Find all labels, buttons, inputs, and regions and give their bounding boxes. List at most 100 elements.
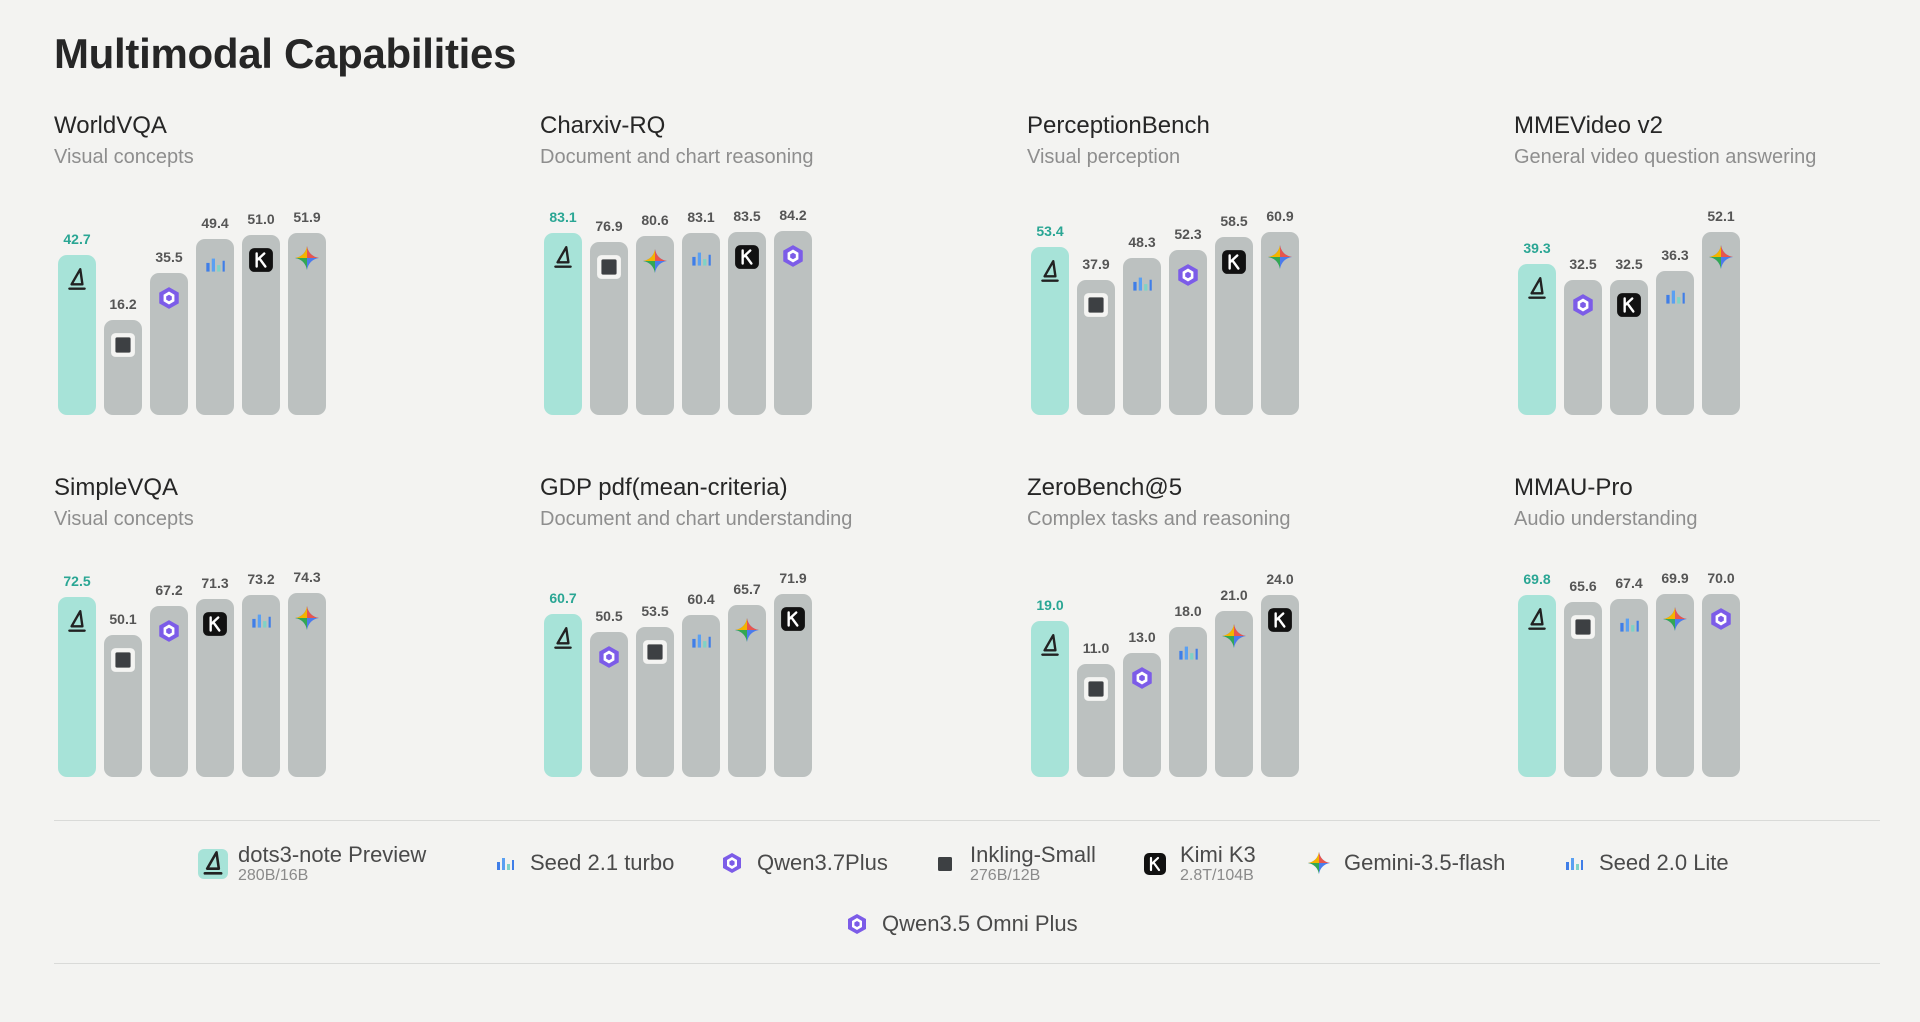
legend-label: Gemini-3.5-flash — [1344, 850, 1506, 875]
bar-value-label: 49.4 — [201, 214, 229, 231]
bar-value-label: 71.3 — [201, 574, 229, 591]
bar-value-label: 52.3 — [1174, 225, 1202, 242]
chart-bar — [1031, 247, 1069, 415]
seed-bars-icon — [1559, 848, 1589, 878]
chart-title: ZeroBench@5 — [1027, 474, 1183, 501]
seed-bars-icon — [1614, 609, 1644, 639]
bar-value-label: 71.9 — [779, 570, 807, 587]
seed-bars-icon — [246, 605, 276, 635]
square-icon — [108, 645, 138, 675]
gemini-sparkle-icon — [292, 243, 322, 273]
bar-value-label: 18.0 — [1174, 602, 1202, 619]
bar-value-label: 32.5 — [1569, 256, 1597, 273]
bar-value-label: 73.2 — [247, 571, 275, 588]
bar-value-label: 67.4 — [1615, 575, 1643, 592]
dots-sail-icon — [62, 607, 92, 637]
dots-sail-icon — [548, 243, 578, 273]
bar-value-label: 36.3 — [1661, 246, 1689, 263]
bar-value-label: 52.1 — [1707, 208, 1735, 225]
bar-value-label: 83.1 — [687, 208, 715, 225]
bar-value-label: 80.6 — [641, 212, 669, 229]
gemini-sparkle-icon — [1660, 604, 1690, 634]
legend-label: Kimi K3 — [1180, 842, 1256, 867]
bar-value-label: 69.9 — [1661, 570, 1689, 587]
chart-bar — [58, 255, 96, 415]
bar-value-label: 50.5 — [595, 608, 623, 625]
bar-value-label: 21.0 — [1220, 586, 1248, 603]
kimi-k-icon — [246, 245, 276, 275]
chart-panel: Charxiv-RQ Document and chart reasoning 83… — [540, 112, 980, 442]
gemini-sparkle-icon — [1706, 242, 1736, 272]
kimi-k-icon — [200, 609, 230, 639]
bar-value-label: 37.9 — [1082, 256, 1110, 273]
gemini-sparkle-icon — [292, 603, 322, 633]
chart-panel: WorldVQA Visual concepts 42.7 16.2 35.5 49… — [54, 112, 494, 442]
chart-subtitle: Visual perception — [1027, 146, 1181, 168]
legend-item: Kimi K3 2.8T/104B — [1140, 843, 1256, 885]
kimi-k-icon — [732, 242, 762, 272]
chart-subtitle: General video question answering — [1514, 146, 1817, 168]
legend-sublabel: 280B/16B — [238, 867, 309, 884]
legend-label: dots3-note Preview — [238, 842, 427, 867]
seed-bars-icon — [686, 625, 716, 655]
chart-bar — [1031, 621, 1069, 777]
bar-value-label: 16.2 — [109, 296, 137, 313]
kimi-k-icon — [1219, 247, 1249, 277]
chart-bar — [1518, 263, 1556, 415]
chart-panel: GDP pdf(mean-criteria) Document and chart… — [540, 474, 980, 804]
chart-subtitle: Visual concepts — [54, 508, 194, 530]
bar-value-label: 60.7 — [549, 590, 577, 607]
legend-label: Qwen3.5 Omni Plus — [882, 911, 1078, 936]
legend-sublabel: 276B/12B — [970, 867, 1041, 884]
seed-bars-icon — [200, 249, 230, 279]
chart-title: WorldVQA — [54, 112, 167, 139]
qwen-star-icon — [1173, 260, 1203, 290]
bar-value-label: 11.0 — [1082, 639, 1110, 656]
bar-value-label: 53.4 — [1036, 223, 1064, 240]
chart-title: SimpleVQA — [54, 474, 179, 501]
qwen-star-icon — [778, 241, 808, 271]
bar-value-label: 53.5 — [641, 602, 669, 619]
square-icon — [594, 252, 624, 282]
bar-value-label: 76.9 — [595, 218, 623, 235]
dots-sail-icon — [1035, 257, 1065, 287]
legend-item: Qwen3.7Plus — [717, 848, 888, 878]
chart-title: Charxiv-RQ — [540, 112, 666, 139]
kimi-k-icon — [778, 604, 808, 634]
gemini-sparkle-icon — [1219, 621, 1249, 651]
legend: dots3-note Preview 280B/16B Seed 2.1 turb… — [54, 820, 1880, 964]
seed-bars-icon — [686, 243, 716, 273]
bar-value-label: 32.5 — [1615, 256, 1643, 273]
chart-title: MMAU-Pro — [1514, 474, 1633, 501]
bar-value-label: 24.0 — [1266, 570, 1294, 587]
qwen-star-icon — [154, 616, 184, 646]
bar-value-label: 39.3 — [1523, 239, 1551, 256]
kimi-k-icon — [1265, 605, 1295, 635]
legend-item: Seed 2.1 turbo — [490, 848, 674, 878]
seed-bars-icon — [1660, 281, 1690, 311]
bar-value-label: 69.8 — [1523, 570, 1551, 587]
chart-subtitle: Audio understanding — [1514, 508, 1698, 530]
legend-item: Gemini-3.5-flash — [1304, 848, 1505, 878]
chart-panel: PerceptionBench Visual perception 53.4 37.… — [1027, 112, 1467, 442]
chart-title: MMEVideo v2 — [1514, 112, 1663, 139]
bar-value-label: 51.0 — [247, 210, 275, 227]
legend-label: Seed 2.1 turbo — [530, 850, 675, 875]
bar-value-label: 48.3 — [1128, 234, 1156, 251]
bar-value-label: 13.0 — [1128, 629, 1156, 646]
chart-title: PerceptionBench — [1027, 112, 1210, 139]
kimi-k-icon — [1614, 290, 1644, 320]
square-icon — [108, 330, 138, 360]
bar-value-label: 84.2 — [779, 206, 807, 223]
bar-value-label: 83.5 — [733, 207, 761, 224]
page-title: Multimodal Capabilities — [54, 30, 517, 77]
square-icon — [1081, 290, 1111, 320]
qwen-star-icon — [154, 283, 184, 313]
square-icon — [930, 849, 960, 879]
qwen-star-icon — [1568, 290, 1598, 320]
dots-sail-icon — [1522, 605, 1552, 635]
seed-bars-icon — [1173, 637, 1203, 667]
dots-sail-icon — [548, 624, 578, 654]
qwen-star-icon — [842, 909, 872, 939]
square-icon — [640, 637, 670, 667]
